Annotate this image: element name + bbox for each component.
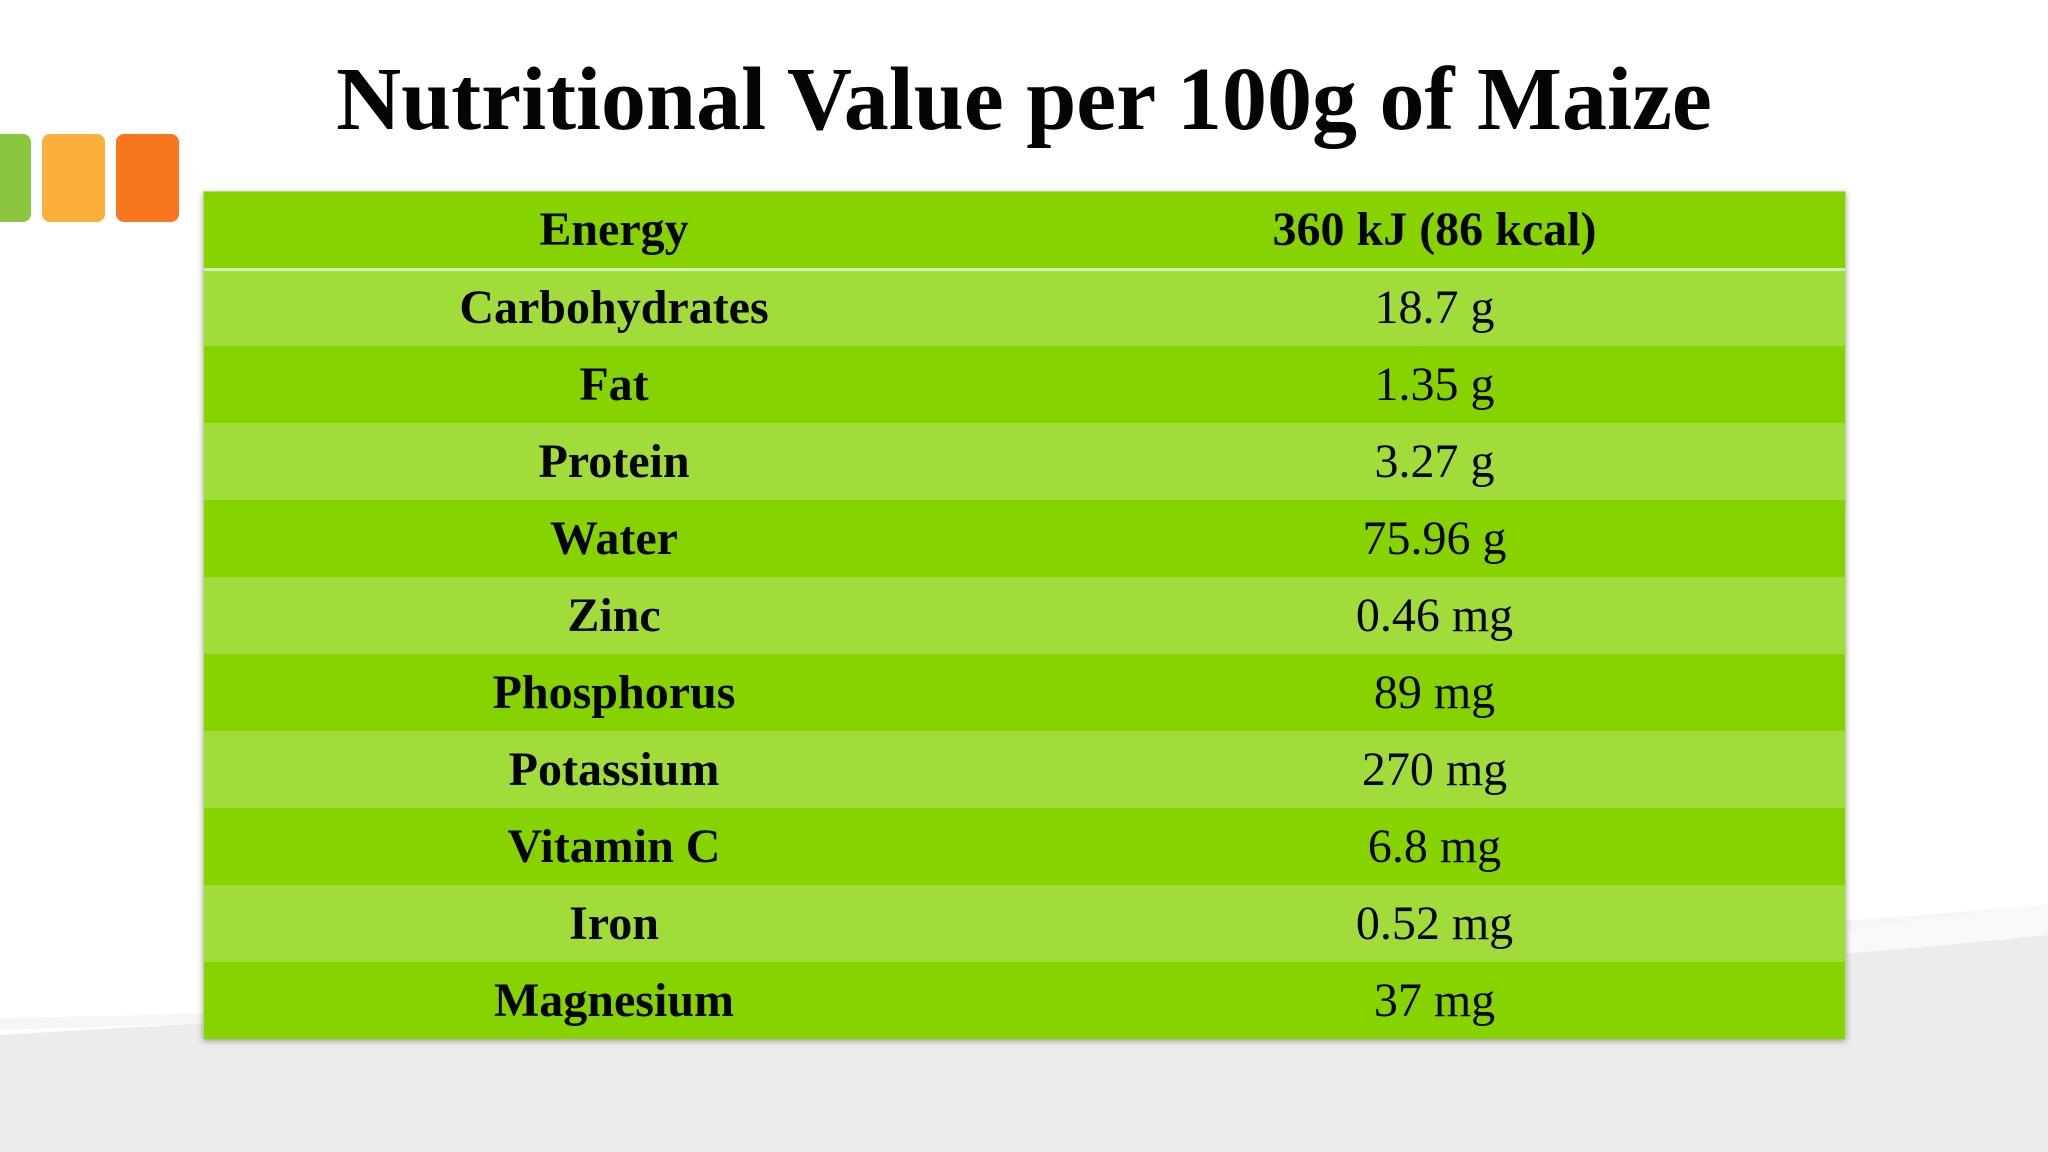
table-row-water: Water 75.96 g [204,500,1845,577]
table-row-iron: Iron 0.52 mg [204,885,1845,962]
nutrient-value: 3.27 g [1374,434,1495,488]
nutrient-value: 1.35 g [1374,357,1495,411]
nutrient-name: Water [550,511,678,565]
nutrient-value: 0.46 mg [1355,588,1514,642]
nutrient-value: 6.8 mg [1367,819,1502,873]
table-row-vitamin-c: Vitamin C 6.8 mg [204,808,1845,885]
table-row-fat: Fat 1.35 g [204,346,1845,423]
nutrition-table: Energy 360 kJ (86 kcal) Carbohydrates 18… [204,192,1845,1039]
table-row-phosphorus: Phosphorus 89 mg [204,654,1845,731]
nutrient-name: Magnesium [494,973,734,1027]
nutrient-name: Iron [569,896,659,950]
nutrient-name: Vitamin C [507,819,721,873]
nutrient-value: 0.52 mg [1355,896,1514,950]
nutrient-name: Phosphorus [492,665,736,719]
nutrient-name: Protein [538,434,690,488]
nutrient-name: Energy [539,202,689,256]
table-row-energy: Energy 360 kJ (86 kcal) [204,192,1845,269]
table-row-magnesium: Magnesium 37 mg [204,962,1845,1039]
table-row-protein: Protein 3.27 g [204,423,1845,500]
nutrition-table-container: Energy 360 kJ (86 kcal) Carbohydrates 18… [203,191,1846,1039]
nutrient-name: Carbohydrates [459,281,769,335]
decor-square-green [0,134,31,222]
nutrient-value: 89 mg [1373,665,1496,719]
nutrient-name: Potassium [508,742,720,796]
nutrient-name: Zinc [567,588,661,642]
nutrient-value: 360 kJ (86 kcal) [1272,202,1597,256]
nutrient-value: 37 mg [1373,973,1496,1027]
nutrient-value: 270 mg [1361,742,1508,796]
table-row-carbohydrates: Carbohydrates 18.7 g [204,269,1845,346]
nutrient-value: 75.96 g [1362,511,1507,565]
nutrient-name: Fat [579,357,649,411]
table-row-potassium: Potassium 270 mg [204,731,1845,808]
decor-square-orange [116,134,179,222]
table-row-zinc: Zinc 0.46 mg [204,577,1845,654]
slide-title: Nutritional Value per 100g of Maize [336,50,1712,149]
nutrient-value: 18.7 g [1374,281,1495,335]
decor-square-yellow [42,134,105,222]
